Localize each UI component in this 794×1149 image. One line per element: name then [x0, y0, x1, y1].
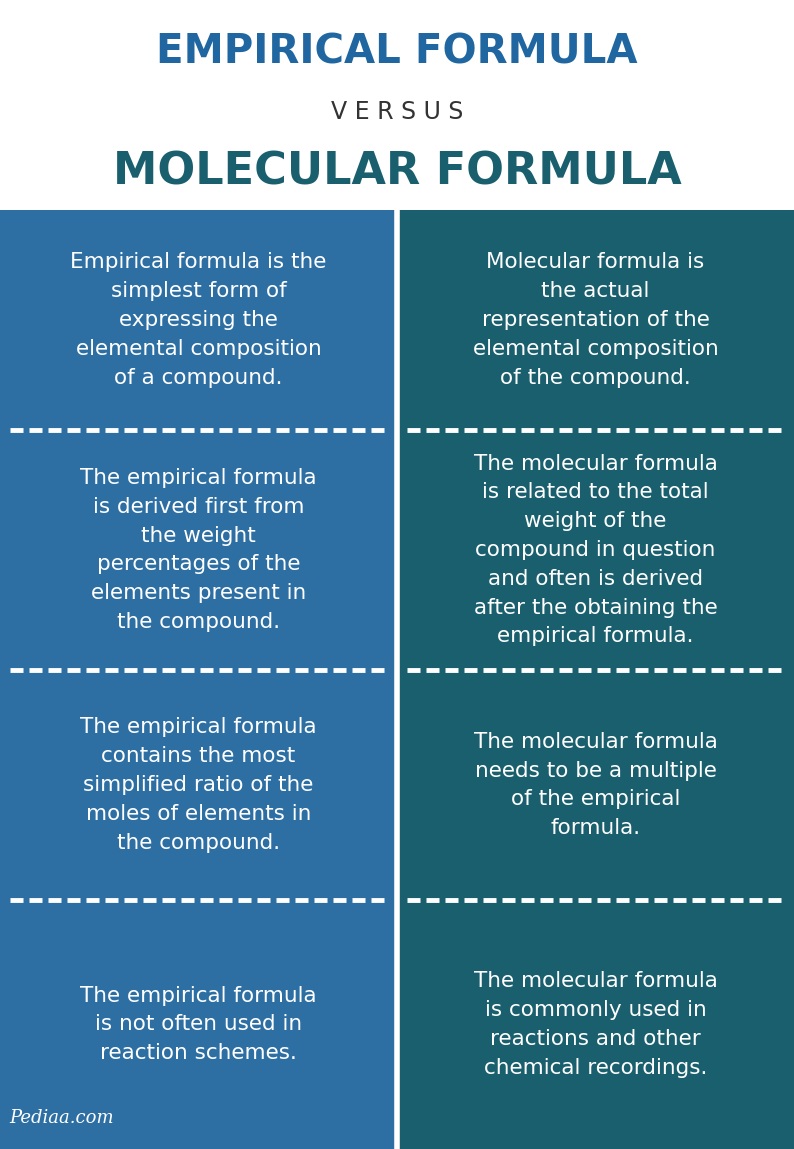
Text: The empirical formula
is derived first from
the weight
percentages of the
elemen: The empirical formula is derived first f… — [80, 468, 317, 632]
Text: Molecular formula is
the actual
representation of the
elemental composition
of t: Molecular formula is the actual represen… — [472, 253, 719, 387]
Text: The molecular formula
is related to the total
weight of the
compound in question: The molecular formula is related to the … — [473, 454, 718, 647]
Bar — [399, 210, 794, 1149]
Text: Pediaa.com: Pediaa.com — [10, 1109, 114, 1127]
Text: V E R S U S: V E R S U S — [331, 100, 463, 124]
Text: The empirical formula
is not often used in
reaction schemes.: The empirical formula is not often used … — [80, 986, 317, 1063]
Text: MOLECULAR FORMULA: MOLECULAR FORMULA — [113, 151, 681, 193]
Text: EMPIRICAL FORMULA: EMPIRICAL FORMULA — [156, 32, 638, 72]
Text: Empirical formula is the
simplest form of
expressing the
elemental composition
o: Empirical formula is the simplest form o… — [71, 253, 326, 387]
Text: The empirical formula
contains the most
simplified ratio of the
moles of element: The empirical formula contains the most … — [80, 717, 317, 853]
Text: The molecular formula
is commonly used in
reactions and other
chemical recording: The molecular formula is commonly used i… — [473, 971, 718, 1078]
Bar — [0, 210, 395, 1149]
Text: The molecular formula
needs to be a multiple
of the empirical
formula.: The molecular formula needs to be a mult… — [473, 732, 718, 839]
